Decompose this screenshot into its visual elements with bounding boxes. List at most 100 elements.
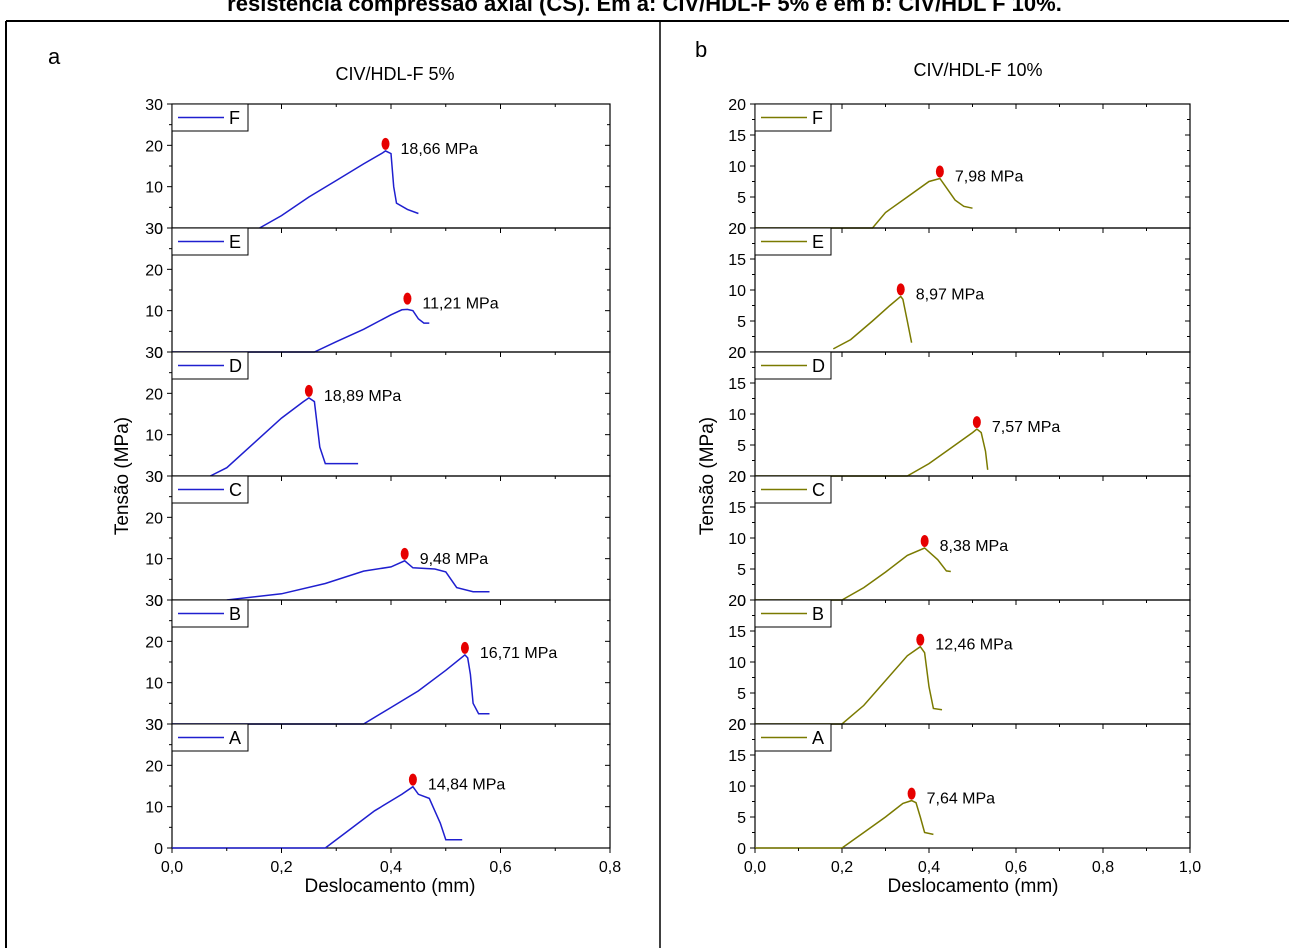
y-tick-label: 20 [728, 593, 746, 610]
y-tick-label: 10 [728, 655, 746, 672]
x-tick-label: 0,0 [161, 859, 183, 876]
y-tick-label: 10 [728, 283, 746, 300]
x-tick-label: 0,8 [599, 859, 621, 876]
y-tick-label: 20 [145, 262, 163, 279]
series-line-F [755, 177, 973, 229]
panel-b-letter: b [695, 37, 707, 62]
peak-label: 7,64 MPa [927, 791, 996, 808]
series-line-D [209, 396, 359, 477]
legend-label: F [812, 108, 823, 128]
y-tick-label: 5 [737, 190, 746, 207]
legend-label: A [229, 728, 241, 748]
peak-label: 9,48 MPa [420, 551, 489, 568]
series-line-C [226, 559, 490, 601]
y-tick-label: 20 [728, 221, 746, 238]
peak-marker [916, 633, 925, 646]
y-tick-label: 5 [737, 562, 746, 579]
y-tick-label: 15 [728, 128, 746, 145]
y-tick-label: 10 [728, 159, 746, 176]
peak-label: 11,21 MPa [422, 296, 498, 313]
peak-label: 7,98 MPa [955, 169, 1024, 186]
x-tick-label: 0,6 [489, 859, 511, 876]
peak-label: 14,84 MPa [428, 777, 505, 794]
subplot-E: 0 5 10 15 20 E 8,97 MPa [728, 221, 1191, 362]
legend-label: A [812, 728, 824, 748]
y-tick-label: 0 [154, 593, 163, 610]
legend-label: F [229, 108, 240, 128]
subplot-C: 0 10 20 30 C 9,48 MPa [145, 469, 611, 610]
panel-a-xlabel: Deslocamento (mm) [304, 876, 475, 897]
peak-marker [403, 292, 412, 305]
peak-label: 18,66 MPa [401, 141, 478, 158]
series-line-C [755, 547, 951, 601]
peak-marker [896, 283, 905, 296]
y-tick-label: 10 [145, 800, 163, 817]
x-tick-label: 0,2 [270, 859, 292, 876]
peak-marker [907, 787, 916, 800]
y-tick-label: 10 [145, 180, 163, 197]
peak-marker [972, 416, 981, 429]
subplot-A: 0 5 10 15 20 A 7,64 MPa [728, 717, 1191, 858]
y-tick-label: 20 [145, 634, 163, 651]
y-tick-label: 20 [728, 345, 746, 362]
series-line-A [172, 785, 463, 849]
y-tick-label: 15 [728, 376, 746, 393]
y-tick-label: 10 [145, 304, 163, 321]
peak-marker [935, 165, 944, 178]
subplot-A: 0 10 20 30 A 14,84 MPa [145, 717, 611, 858]
y-tick-label: 20 [145, 138, 163, 155]
y-tick-label: 10 [728, 407, 746, 424]
subplot-E: 0 10 20 30 E 11,21 MPa [145, 221, 611, 362]
figure-caption: resistência compressão axial (CS). Em a:… [227, 0, 1062, 16]
x-tick-label: 0,8 [1092, 859, 1114, 876]
y-tick-label: 5 [737, 810, 746, 827]
y-tick-label: 10 [145, 676, 163, 693]
y-tick-label: 20 [145, 758, 163, 775]
y-tick-label: 10 [145, 552, 163, 569]
panel-a-ylabel: Tensão (MPa) [112, 417, 133, 535]
series-line-B [755, 645, 943, 725]
subplot-F: 0 5 10 15 20 F 7,98 MPa [728, 97, 1191, 238]
y-tick-label: 20 [145, 386, 163, 403]
panel-a-letter: a [48, 44, 61, 69]
y-tick-label: 30 [145, 221, 163, 238]
y-tick-label: 20 [728, 469, 746, 486]
y-tick-label: 5 [737, 314, 746, 331]
series-line-A [755, 799, 934, 849]
peak-label: 8,38 MPa [940, 538, 1009, 555]
subplot-B: 0 10 20 30 B 16,71 MPa [145, 593, 611, 734]
y-tick-label: 30 [145, 593, 163, 610]
subplot-C: 0 5 10 15 20 C 8,38 MPa [728, 469, 1191, 610]
y-tick-label: 15 [728, 500, 746, 517]
series-line-D [755, 428, 989, 477]
y-tick-label: 30 [145, 345, 163, 362]
y-tick-label: 0 [737, 717, 746, 734]
peak-marker [381, 137, 390, 150]
peak-label: 7,57 MPa [992, 419, 1061, 436]
series-line-E [172, 308, 430, 353]
y-tick-label: 15 [728, 252, 746, 269]
x-tick-label: 0,6 [1005, 859, 1027, 876]
y-tick-label: 0 [154, 717, 163, 734]
x-tick-label: 0,4 [380, 859, 402, 876]
y-tick-label: 0 [154, 345, 163, 362]
peak-marker [460, 641, 469, 654]
y-tick-label: 0 [737, 593, 746, 610]
panel-b-xlabel: Deslocamento (mm) [887, 876, 1058, 897]
y-tick-label: 30 [145, 717, 163, 734]
y-tick-label: 0 [154, 469, 163, 486]
panel-b-title: CIV/HDL-F 10% [913, 60, 1042, 80]
panel-a-title: CIV/HDL-F 5% [335, 64, 454, 84]
subplot-F: 0 10 20 30 F 18,66 MPa [145, 97, 611, 238]
legend-label: D [229, 356, 242, 376]
x-tick-label: 0,4 [918, 859, 940, 876]
subplot-D: 0 5 10 15 20 D 7,57 MPa [728, 345, 1191, 486]
y-tick-label: 30 [145, 469, 163, 486]
legend-label: E [229, 232, 241, 252]
peak-label: 18,89 MPa [324, 388, 401, 405]
legend-label: B [812, 604, 824, 624]
subplot-B: 0 5 10 15 20 B 12,46 MPa [728, 593, 1191, 734]
series-line-B [172, 653, 490, 725]
y-tick-label: 0 [154, 841, 163, 858]
